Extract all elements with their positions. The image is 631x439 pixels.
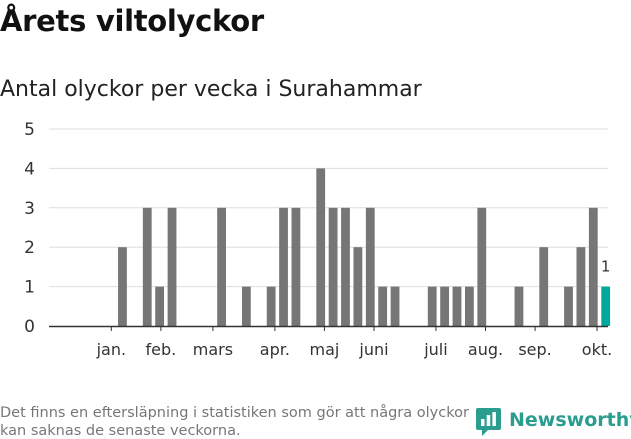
bar	[440, 286, 450, 326]
bar	[576, 247, 586, 326]
bar	[588, 207, 598, 326]
bars: 1	[118, 168, 610, 326]
x-tick-label: feb.	[146, 340, 177, 359]
footnote: Det finns en eftersläpning i statistiken…	[0, 405, 469, 439]
bar	[341, 207, 350, 326]
bar	[217, 207, 226, 326]
bar	[353, 247, 363, 326]
bar	[279, 207, 288, 326]
bar	[390, 286, 400, 326]
x-tick-label: apr.	[260, 340, 290, 359]
brand-name: Newsworthy	[509, 409, 631, 431]
chart-subtitle: Antal olyckor per vecka i Surahammar	[0, 77, 422, 102]
bar	[118, 247, 127, 326]
x-tick-label: sep.	[518, 340, 551, 359]
y-tick-label: 1	[24, 278, 35, 298]
bar-chart: 0 1 2 3 4 5 1 jan. feb. mars apr. maj juni juli aug.…	[24, 120, 612, 359]
brand-logo: Newsworthy	[475, 406, 631, 438]
bar	[365, 207, 375, 326]
newsworthy-logo-icon	[476, 408, 501, 436]
bar	[427, 286, 437, 326]
y-tick-label: 4	[24, 159, 35, 179]
bar	[328, 207, 338, 326]
grid-lines	[49, 128, 608, 288]
bar-data-label: 1	[601, 258, 611, 276]
y-tick-label: 3	[24, 199, 35, 219]
bar	[155, 286, 165, 326]
y-axis-ticks: 0 1 2 3 4 5	[24, 120, 35, 337]
x-tick-label: juni	[358, 340, 388, 359]
bar	[452, 286, 462, 326]
x-tick-label: mars	[193, 340, 233, 359]
bar	[464, 286, 474, 326]
x-tick-label: maj	[310, 340, 340, 359]
chart-title: Årets viltolyckor	[0, 4, 264, 38]
bar	[266, 286, 276, 326]
bar	[539, 247, 549, 326]
y-tick-label: 2	[24, 238, 35, 258]
bar	[241, 286, 251, 326]
x-tick-label: jan.	[96, 340, 126, 359]
bar	[316, 168, 326, 326]
x-tick-label: okt.	[582, 340, 612, 359]
x-tick-label: juli	[423, 340, 447, 359]
bar-highlight	[601, 286, 611, 326]
bar	[564, 286, 573, 326]
y-tick-label: 0	[24, 317, 35, 337]
bar	[514, 286, 524, 326]
bar	[142, 207, 152, 326]
bar	[477, 207, 487, 326]
x-axis: jan. feb. mars apr. maj juni juli aug. sep. okt.	[49, 325, 612, 359]
bar	[167, 207, 177, 326]
bar	[291, 207, 301, 326]
x-tick-label: aug.	[468, 340, 503, 359]
bar	[378, 286, 388, 326]
y-tick-label: 5	[24, 120, 35, 140]
